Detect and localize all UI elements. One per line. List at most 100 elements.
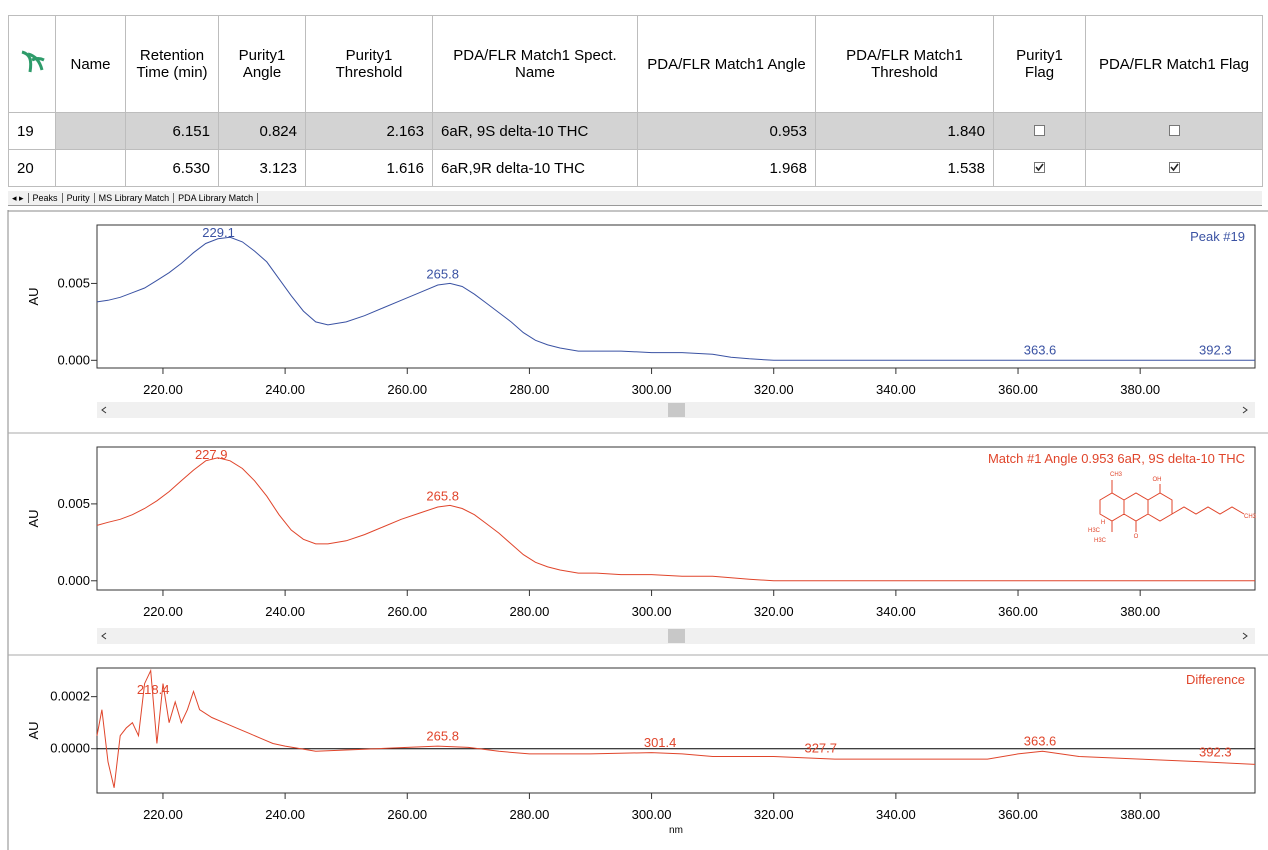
- x-tick-label: 260.00: [387, 604, 427, 619]
- table-cell: [55, 149, 126, 187]
- peak-label: 229.1: [202, 225, 235, 240]
- column-header: Purity1 Threshold: [305, 15, 433, 113]
- molecule-label: OH: [1153, 477, 1162, 483]
- x-tick-label: 280.00: [510, 382, 550, 397]
- tab[interactable]: PDA Library Match: [174, 193, 259, 203]
- molecule-label: H3C: [1094, 538, 1107, 544]
- molecule-label: H3C: [1088, 528, 1101, 534]
- tab[interactable]: MS Library Match: [94, 193, 175, 203]
- tab[interactable]: Peaks: [28, 193, 63, 203]
- molecule-label: CH3: [1244, 514, 1257, 520]
- peak-label: 265.8: [426, 266, 459, 281]
- peak-label: 301.4: [644, 735, 677, 750]
- x-tick-label: 280.00: [510, 604, 550, 619]
- table-cell: 6aR,9R delta-10 THC: [432, 149, 638, 187]
- logo: [21, 50, 45, 73]
- peak-label: 327.7: [804, 741, 837, 756]
- x-tick-label: 240.00: [265, 807, 305, 822]
- y-axis-label: AU: [26, 287, 41, 305]
- x-tick-label: 360.00: [998, 807, 1038, 822]
- peak-label: 265.8: [426, 728, 459, 743]
- chart-title: Match #1 Angle 0.953 6aR, 9S delta-10 TH…: [988, 451, 1245, 466]
- table-cell: 1.968: [637, 149, 816, 187]
- x-axis-label: nm: [669, 825, 683, 836]
- y-tick-label: 0.005: [57, 275, 90, 290]
- x-tick-label: 320.00: [754, 807, 794, 822]
- scrollbar-thumb[interactable]: [668, 629, 685, 643]
- peak-label: 218.4: [137, 682, 170, 697]
- checkbox[interactable]: [1034, 161, 1045, 173]
- x-tick-label: 220.00: [143, 604, 183, 619]
- scroll-left[interactable]: [101, 632, 107, 640]
- spectrum-line: [96, 668, 1256, 788]
- plot-area: [96, 446, 1256, 591]
- spectra-panel: 0.000 0.005 220.00 240.00 260.00 280.00 300.00…: [7, 210, 1268, 850]
- scroll-right[interactable]: [1242, 406, 1248, 414]
- peak-label: 392.3: [1199, 744, 1232, 759]
- peak-label: 265.8: [426, 488, 459, 503]
- table-cell: [55, 112, 126, 150]
- scroll-left[interactable]: [101, 406, 107, 414]
- flag-cell: [993, 112, 1086, 150]
- y-axis-label: AU: [26, 509, 41, 527]
- y-tick-label: 0.0002: [50, 689, 90, 704]
- table-cell: 2.163: [305, 112, 433, 150]
- peak-label: 392.3: [1199, 342, 1232, 357]
- table-cell: 6.530: [125, 149, 219, 187]
- table-cell: 1.538: [815, 149, 994, 187]
- checkbox-check: [1035, 163, 1044, 171]
- x-tick-label: 240.00: [265, 604, 305, 619]
- table-cell: 1.616: [305, 149, 433, 187]
- checkbox-box: [1168, 124, 1180, 136]
- checkbox-box: [1034, 124, 1045, 136]
- table-cell: 6aR, 9S delta-10 THC: [432, 112, 638, 150]
- scrollbar-thumb[interactable]: [668, 403, 685, 417]
- peak-label: 363.6: [1024, 342, 1057, 357]
- checkbox[interactable]: [1168, 161, 1180, 173]
- peak-label: 363.6: [1024, 734, 1057, 749]
- table-cell: 0.824: [218, 112, 306, 150]
- x-tick-label: 300.00: [632, 604, 672, 619]
- x-tick-label: 380.00: [1120, 382, 1160, 397]
- tab[interactable]: Purity: [62, 193, 95, 203]
- x-tick-label: 260.00: [387, 382, 427, 397]
- tab-arrows[interactable]: ◂ ▸: [8, 193, 29, 203]
- x-tick-label: 320.00: [754, 382, 794, 397]
- x-tick-label: 240.00: [265, 382, 305, 397]
- plot-area: [96, 224, 1256, 369]
- x-tick-label: 220.00: [143, 807, 183, 822]
- checkbox[interactable]: [1168, 124, 1180, 136]
- checkbox[interactable]: [1034, 124, 1045, 136]
- y-tick-label: 0.000: [57, 352, 90, 367]
- x-tick-label: 360.00: [998, 382, 1038, 397]
- table-cell: 1.840: [815, 112, 994, 150]
- molecule: [1099, 480, 1245, 532]
- table-cell: 6.151: [125, 112, 219, 150]
- molecule-label: CH3: [1110, 472, 1123, 478]
- x-tick-label: 360.00: [998, 604, 1038, 619]
- x-tick-label: 220.00: [143, 382, 183, 397]
- logo-cell: [8, 15, 56, 113]
- table-cell: 0.953: [637, 112, 816, 150]
- x-tick-label: 300.00: [632, 807, 672, 822]
- peak-label: 227.9: [195, 447, 228, 462]
- x-tick-label: 260.00: [387, 807, 427, 822]
- column-header: Name: [55, 15, 126, 113]
- x-tick-label: 300.00: [632, 382, 672, 397]
- peak-table: Name Retention Time (min) Purity1 Angle Pur…: [8, 15, 1263, 187]
- x-tick-label: 320.00: [754, 604, 794, 619]
- column-header: PDA/FLR Match1 Angle: [637, 15, 816, 113]
- scroll-right[interactable]: [1242, 632, 1248, 640]
- y-tick-label: 0.005: [57, 496, 90, 511]
- x-tick-label: 340.00: [876, 382, 916, 397]
- table-row: 19 6.151 0.824 2.163 6aR, 9S delta-10 THC 0.9…: [8, 112, 1263, 150]
- chart-title: Peak #19: [1190, 229, 1245, 244]
- flag-cell: [993, 149, 1086, 187]
- x-tick-label: 380.00: [1120, 604, 1160, 619]
- spectrum-line: [96, 236, 1255, 361]
- column-header: PDA/FLR Match1 Spect. Name: [432, 15, 638, 113]
- table-row: 20 6.530 3.123 1.616 6aR,9R delta-10 THC 1.96…: [8, 149, 1263, 187]
- column-header: Purity1 Flag: [993, 15, 1086, 113]
- header-row: Name Retention Time (min) Purity1 Angle Pur…: [8, 15, 1263, 113]
